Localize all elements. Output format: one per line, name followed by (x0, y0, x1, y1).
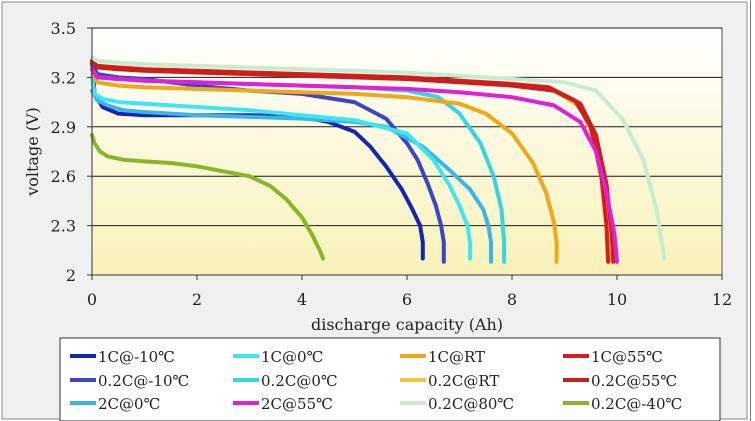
legend-label: 1C@55℃ (591, 348, 663, 366)
series-line (90, 133, 325, 261)
x-tick-label: 2 (192, 290, 202, 309)
series-line (90, 67, 619, 264)
series-line (90, 60, 616, 264)
gridlines (92, 27, 722, 227)
x-tick-label: 8 (507, 290, 517, 309)
series-lines (90, 55, 667, 264)
x-tick-label: 0 (87, 290, 97, 309)
legend-label: 0.2C@-40℃ (591, 395, 682, 413)
y-tick-label: 2.6 (51, 167, 76, 186)
series-line (90, 68, 559, 264)
y-tick-label: 2.3 (51, 217, 76, 236)
y-tick-label: 3.2 (51, 68, 76, 87)
legend-label: 0.2C@RT (428, 372, 499, 390)
x-tick-label: 6 (402, 290, 412, 309)
y-axis-label: voltage (V) (23, 107, 42, 197)
x-axis-label: discharge capacity (Ah) (311, 315, 503, 334)
window-edge (750, 0, 751, 421)
legend-label: 0.2C@55℃ (591, 372, 677, 390)
y-tick-label: 3.5 (51, 19, 76, 38)
x-tick-label: 12 (712, 290, 732, 309)
legend-box (59, 337, 721, 421)
legend-label: 1C@-10℃ (98, 348, 175, 366)
legend-label: 0.2C@-10℃ (98, 372, 189, 390)
x-tick-label: 4 (297, 290, 307, 309)
legend-label: 0.2C@0℃ (261, 372, 338, 390)
legend-label: 2C@55℃ (261, 395, 333, 413)
legend-label: 0.2C@80℃ (428, 395, 514, 413)
legend-label: 1C@0℃ (261, 348, 323, 366)
legend-label: 2C@0℃ (98, 395, 160, 413)
legend: 1C@-10℃ 1C@0℃ 1C@RT 1C@55℃ 0.2C@-10℃ 0.2C@0℃ 0… (70, 348, 682, 413)
y-tick-label: 2 (66, 266, 76, 285)
series-line (90, 55, 667, 261)
x-tick-label: 10 (607, 290, 627, 309)
legend-label: 1C@RT (428, 348, 485, 366)
y-tick-label: 2.9 (51, 118, 76, 137)
series-line (90, 75, 472, 261)
